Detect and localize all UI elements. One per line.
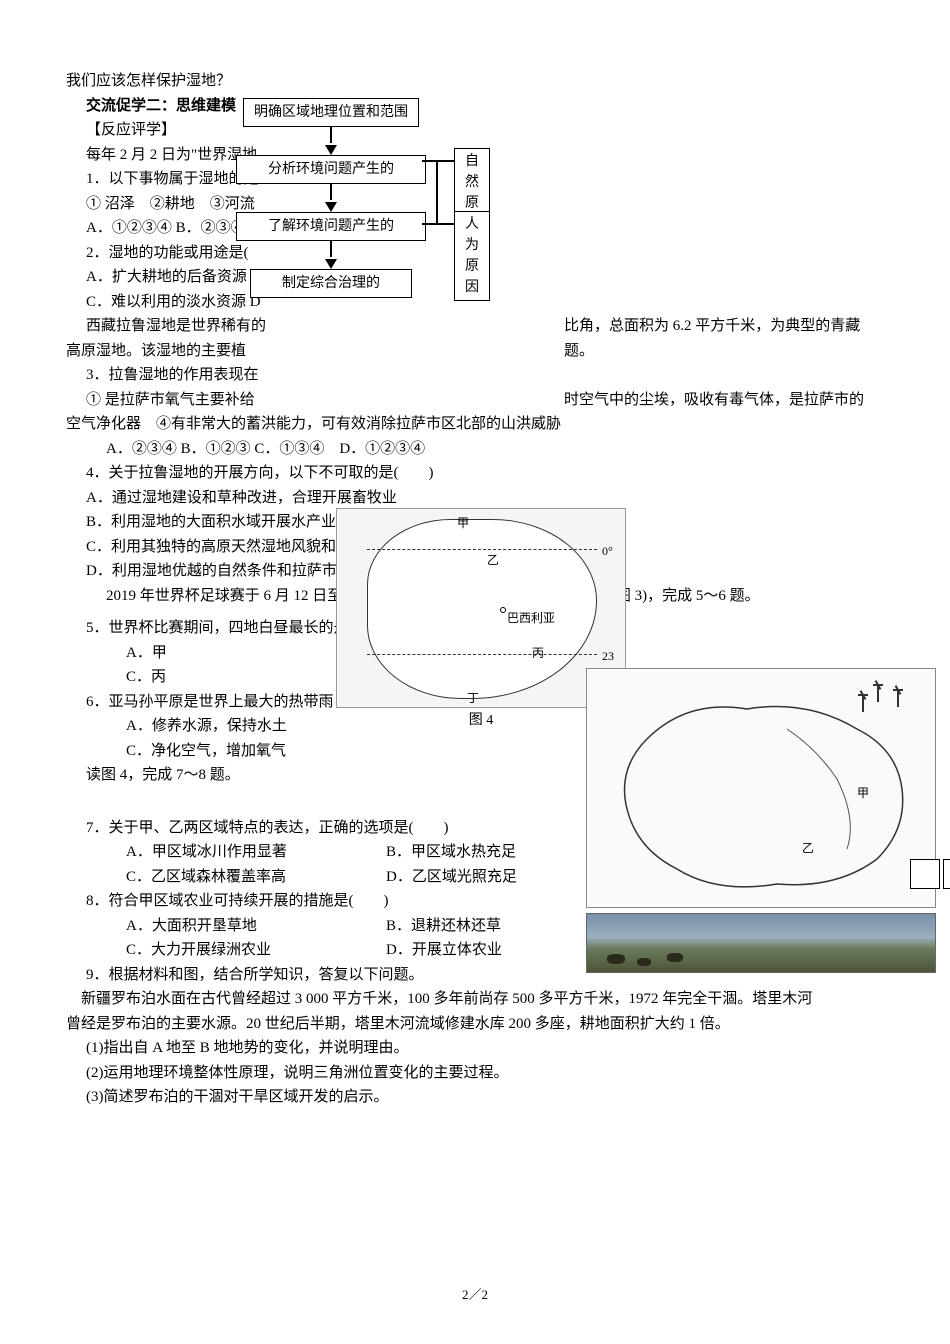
- intro-question: 我们应该怎样保护湿地？: [66, 70, 884, 93]
- page-number: 2／2: [0, 1285, 950, 1305]
- q8-a: A．大面积开垦草地: [126, 915, 386, 938]
- xizang-line1b: 比角，总面积为 6.2 平方千米，为典型的青藏: [564, 315, 860, 338]
- diagram-box-3: 了解环境问题产生的: [236, 212, 426, 241]
- xizang-line1a: 西藏拉鲁湿地是世界稀有的: [66, 315, 486, 338]
- q9-s1: (1)指出自 A 地至 B 地地势的变化，并说明理由。: [66, 1037, 884, 1060]
- q9-p1: 新疆罗布泊水面在古代曾经超过 3 000 平方千米，100 多年前尚存 500 …: [66, 988, 884, 1011]
- diagram-side-2: 人为原因: [454, 211, 490, 301]
- rightmap-jia: 甲: [857, 784, 869, 802]
- flowchart-diagram: 明确区域地理位置和范围 分析环境问题产生的 了解环境问题产生的 制定综合治理的 …: [236, 98, 426, 298]
- fig4-capital: 巴西利亚: [507, 609, 555, 627]
- q8-d: D．开展立体农业: [386, 939, 502, 962]
- q7-a: A．甲区域冰川作用显著: [126, 841, 386, 864]
- q8-c: C．大力开展绿洲农业: [126, 939, 386, 962]
- xizang-line2b: 题。: [564, 340, 594, 363]
- china-map-figure: 甲 乙: [586, 668, 936, 978]
- diagram-box-4: 制定综合治理的: [250, 269, 412, 298]
- q3-line2: 空气净化器 ④有非常大的蓄洪能力，可有效消除拉萨市区北部的山洪威胁: [66, 413, 884, 436]
- section-title: 交流促学二：思维建模: [66, 95, 884, 118]
- xizang-line2a: 高原湿地。该湿地的主要植: [66, 340, 486, 363]
- fig4-equator: 0°: [602, 542, 613, 560]
- sub-title: 【反应评学】: [66, 119, 884, 142]
- rightmap-yi: 乙: [802, 839, 814, 857]
- fig4-ding: 丁: [467, 689, 479, 707]
- q7-b: B．甲区域水热充足: [386, 841, 516, 864]
- figure-4-map: 甲 乙 丙 丁 巴西利亚 0° 23 图 4: [336, 508, 626, 728]
- q4-a: A．通过湿地建设和草种改进，合理开展畜牧业: [66, 487, 884, 510]
- q9-s3: (3)简述罗布泊的干涸对干旱区域开发的启示。: [66, 1086, 884, 1109]
- q7-d: D．乙区域光照充足: [386, 866, 517, 889]
- fig4-bing: 丙: [532, 644, 544, 662]
- q3-stem: 3．拉鲁湿地的作用表现在: [66, 364, 884, 387]
- fig4-yi: 乙: [487, 551, 499, 569]
- q9-s2: (2)运用地理环境整体性原理，说明三角洲位置变化的主要过程。: [66, 1062, 884, 1085]
- q3-choices: A．②③④ B．①②③ C．①③④ D．①②③④: [66, 438, 884, 461]
- fig4-caption: 图 4: [336, 710, 626, 731]
- q6-stem-a: 6．亚马孙平原是世界上最大的热带雨: [66, 691, 341, 714]
- q3-line1a: ① 是拉萨市氧气主要补给: [66, 389, 486, 412]
- fig4-tropic: 23: [602, 647, 614, 665]
- diagram-box-2: 分析环境问题产生的: [236, 155, 426, 184]
- diagram-box-1: 明确区域地理位置和范围: [243, 98, 419, 127]
- q3-line1b: 时空气中的尘埃，吸收有毒气体，是拉萨市的: [564, 389, 864, 412]
- q7-c: C．乙区域森林覆盖率高: [126, 866, 386, 889]
- q4-stem: 4．关于拉鲁湿地的开展方向，以下不可取的是( ): [66, 462, 884, 485]
- q8-b: B．退耕还林还草: [386, 915, 501, 938]
- q9-p2: 曾经是罗布泊的主要水源。20 世纪后半期，塔里木河流域修建水库 200 多座，耕…: [66, 1013, 884, 1036]
- fig4-jia: 甲: [457, 514, 469, 532]
